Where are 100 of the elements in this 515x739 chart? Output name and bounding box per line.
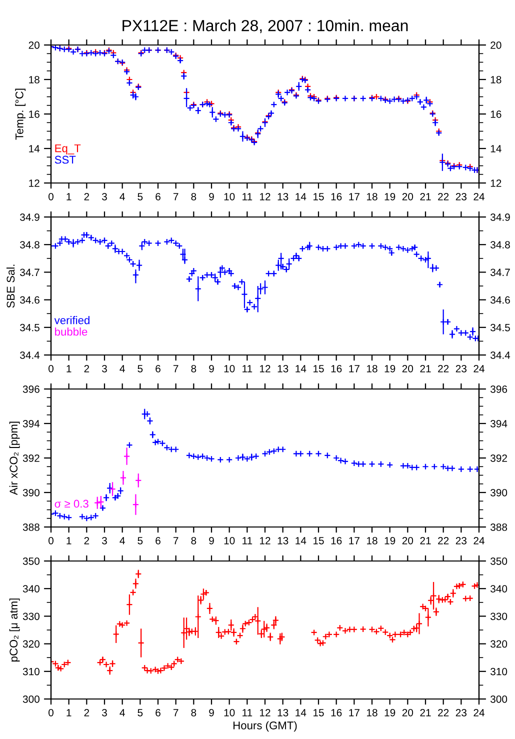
x-tick-label: 0 (48, 364, 54, 372)
x-tick-label: 20 (402, 364, 414, 372)
x-tick-label: 24 (474, 536, 484, 544)
x-tick-label: 3 (102, 364, 107, 372)
x-tick-label: 18 (367, 708, 378, 716)
y2-tick-label: 34.7 (490, 268, 510, 276)
y-axis-title: pCO₂ [μ atm] (9, 598, 20, 662)
x-tick-label: 2 (84, 364, 90, 372)
x-tick-label: 13 (278, 536, 288, 544)
x-tick-label: 10 (224, 708, 235, 716)
x-tick-label: 21 (420, 708, 431, 716)
y2-tick-label: 16 (490, 110, 502, 118)
x-tick-label: 17 (349, 537, 360, 544)
y2-tick-label: 320 (490, 640, 508, 648)
x-tick-label: 21 (420, 536, 431, 544)
x-tick-label: 4 (120, 709, 125, 716)
y-tick-label: 330 (22, 612, 40, 620)
x-tick-label: 5 (138, 193, 143, 200)
x-tick-label: 24 (474, 708, 484, 716)
x-tick-label: 14 (296, 365, 306, 372)
x-tick-label: 1 (66, 193, 72, 200)
x-tick-label: 17 (349, 365, 360, 372)
y-tick-label: 20 (28, 42, 40, 49)
x-tick-label: 0 (48, 536, 54, 544)
y-tick-label: 394 (22, 420, 40, 428)
x-tick-label: 1 (66, 365, 72, 372)
x-tick-label: 19 (384, 536, 396, 544)
y2-tick-label: 14 (490, 145, 502, 152)
y2-tick-label: 350 (490, 558, 508, 565)
y-tick-label: 12 (29, 180, 40, 187)
x-tick-label: 14 (296, 193, 306, 200)
x-tick-label: 12 (260, 192, 270, 200)
y-tick-label: 34.6 (20, 296, 40, 304)
x-tick-label: 1 (66, 709, 72, 716)
x-tick-label: 17 (349, 709, 360, 716)
x-tick-label: 9 (209, 536, 214, 544)
point (109, 486, 116, 492)
x-tick-label: 15 (314, 709, 324, 716)
x-tick-label: 14 (296, 709, 306, 716)
x-tick-label: 6 (156, 192, 160, 200)
y2-tick-label: 396 (490, 386, 508, 393)
x-tick-label: 14 (296, 537, 306, 544)
x-tick-label: 20 (402, 192, 414, 200)
y2-tick-label: 34.6 (490, 296, 510, 304)
series-label: σ ≥ 0.3 (54, 500, 88, 508)
x-tick-label: 16 (331, 708, 342, 716)
x-tick-label: 8 (191, 192, 196, 200)
point (98, 498, 104, 506)
x-tick-label: 22 (438, 192, 449, 200)
x-tick-label: 17 (349, 193, 360, 200)
x-tick-label: 24 (474, 192, 484, 200)
text: SST (54, 156, 76, 164)
y2-tick-label: 300 (490, 696, 508, 703)
x-tick-label: 1 (66, 537, 72, 544)
x-tick-label: 5 (138, 537, 143, 544)
y-tick-label: 34.4 (20, 352, 40, 359)
y2-tick-label: 390 (490, 489, 508, 496)
y2-tick-label: 394 (490, 420, 508, 428)
y-tick-label: 34.5 (20, 324, 40, 332)
x-tick-label: 7 (173, 193, 178, 200)
y-tick-label: 350 (22, 558, 40, 565)
x-tick-label: 13 (278, 708, 288, 716)
x-tick-label: 23 (456, 364, 467, 372)
x-tick-label: 18 (367, 364, 378, 372)
x-tick-label: 7 (173, 365, 178, 372)
x-tick-label: 6 (156, 708, 160, 716)
y2-tick-label: 12 (490, 180, 502, 187)
x-tick-label: 3 (102, 536, 107, 544)
point (135, 477, 142, 484)
x-tick-label: 9 (209, 708, 214, 716)
point (123, 452, 130, 460)
y2-tick-label: 18 (490, 76, 502, 84)
x-tick-label: 0 (48, 708, 54, 716)
x-tick-label: 4 (120, 365, 125, 372)
x-axis-title: Hours (GMT) (234, 721, 297, 732)
x-tick-label: 22 (438, 364, 449, 372)
y2-tick-label: 34.5 (490, 324, 510, 332)
x-tick-label: 21 (420, 364, 431, 372)
x-tick-label: 13 (278, 192, 288, 200)
x-tick-label: 10 (224, 192, 235, 200)
x-tick-label: 10 (224, 536, 235, 544)
x-tick-label: 22 (438, 708, 449, 716)
x-tick-label: 23 (456, 536, 467, 544)
x-tick-label: 4 (120, 537, 125, 544)
x-tick-label: 11 (242, 709, 252, 716)
y-tick-label: 34.7 (20, 268, 40, 276)
y-tick-label: 340 (22, 585, 40, 592)
y-tick-label: 320 (22, 640, 40, 648)
x-tick-label: 8 (191, 536, 196, 544)
y2-tick-label: 34.4 (490, 352, 510, 359)
x-tick-label: 23 (456, 708, 467, 716)
x-tick-label: 21 (420, 192, 431, 200)
y2-tick-label: 310 (490, 668, 508, 676)
x-tick-label: 15 (314, 537, 324, 544)
point (132, 501, 140, 508)
y-tick-label: 396 (22, 386, 40, 393)
x-tick-label: 2 (84, 708, 90, 716)
x-tick-label: 6 (156, 536, 160, 544)
y-tick-label: 300 (22, 696, 40, 703)
y-tick-label: 18 (29, 76, 40, 84)
